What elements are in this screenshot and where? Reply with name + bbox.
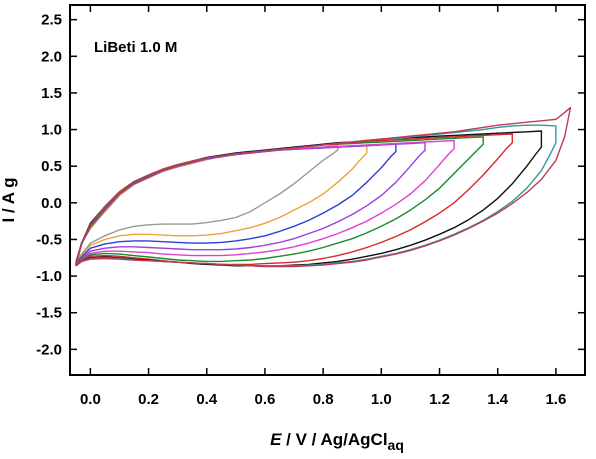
y-tick-label: -2.0 [36, 341, 62, 358]
series-line-10 [75, 106, 572, 268]
x-tick-label: 1.4 [487, 391, 509, 408]
x-axis-title-subscript: aq [388, 437, 404, 453]
x-axis-title: E / V / Ag/AgClaq [270, 430, 404, 453]
y-tick-label: 2.5 [41, 12, 62, 29]
x-tick-label: 0.2 [138, 391, 159, 408]
y-tick-label: 1.5 [41, 85, 62, 102]
x-axis-title-text: / V / Ag/AgCl [281, 430, 387, 449]
x-tick-label: 0.4 [196, 391, 218, 408]
y-tick-label: 0.0 [41, 195, 62, 212]
ticks-layer: 0.0 0.2 0.4 0.6 0.8 1.0 1.2 1.4 1.6 -2.0 -1.5 -1.0 -… [36, 5, 585, 408]
y-axis-title: I / A g [0, 177, 18, 222]
x-tick-label: 0.8 [313, 391, 334, 408]
x-tick-label: 0.0 [80, 391, 101, 408]
y-tick-label: -1.5 [36, 305, 62, 322]
x-tick-label: 1.6 [545, 391, 566, 408]
y-tick-label: 0.5 [41, 158, 62, 175]
x-tick-label: 1.0 [371, 391, 392, 408]
x-tick-label: 1.2 [429, 391, 450, 408]
x-tick-label: 0.6 [255, 391, 276, 408]
x-axis-title-symbol: E [270, 430, 282, 449]
y-tick-label: -0.5 [36, 231, 62, 248]
series-layer [75, 106, 572, 268]
y-tick-label: 2.0 [41, 48, 62, 65]
chart-annotation: LiBeti 1.0 M [94, 39, 177, 56]
y-tick-label: 1.0 [41, 122, 62, 139]
plot-frame [69, 4, 586, 376]
y-tick-label: -1.0 [36, 268, 62, 285]
